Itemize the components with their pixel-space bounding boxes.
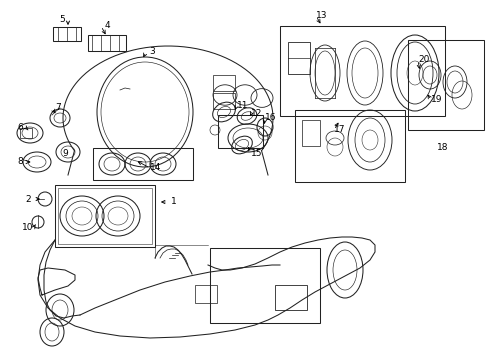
Bar	[195, 285, 217, 303]
Text: 2: 2	[25, 194, 31, 203]
Bar	[294, 110, 404, 182]
Bar	[213, 93, 235, 109]
Text: 10: 10	[22, 222, 34, 231]
Text: 18: 18	[436, 144, 448, 153]
Text: 3: 3	[149, 48, 155, 57]
Bar	[218, 115, 263, 148]
Bar	[209, 248, 319, 323]
Bar	[58, 188, 152, 244]
Bar	[302, 120, 319, 146]
Text: 15: 15	[251, 148, 262, 158]
Bar	[53, 27, 81, 41]
Text: 6: 6	[17, 123, 23, 132]
Bar	[287, 42, 309, 74]
Text: 20: 20	[417, 55, 429, 64]
Text: 5: 5	[59, 14, 65, 23]
Text: 11: 11	[237, 100, 248, 109]
Bar	[88, 35, 126, 51]
Text: 8: 8	[17, 158, 23, 166]
Bar	[407, 40, 483, 130]
Text: 14: 14	[150, 163, 162, 172]
Bar	[55, 185, 155, 247]
Text: 17: 17	[334, 126, 345, 135]
Text: 16: 16	[264, 113, 276, 122]
Bar	[20, 128, 32, 138]
Bar	[93, 148, 193, 180]
Text: 1: 1	[171, 198, 177, 207]
Bar	[213, 75, 235, 91]
Bar	[280, 26, 444, 116]
Text: 9: 9	[62, 148, 68, 158]
Bar	[274, 285, 306, 310]
Text: 7: 7	[55, 104, 61, 112]
Text: 4: 4	[104, 22, 110, 31]
Text: 13: 13	[316, 12, 327, 21]
Text: 12: 12	[251, 109, 262, 118]
Text: 19: 19	[430, 95, 442, 104]
